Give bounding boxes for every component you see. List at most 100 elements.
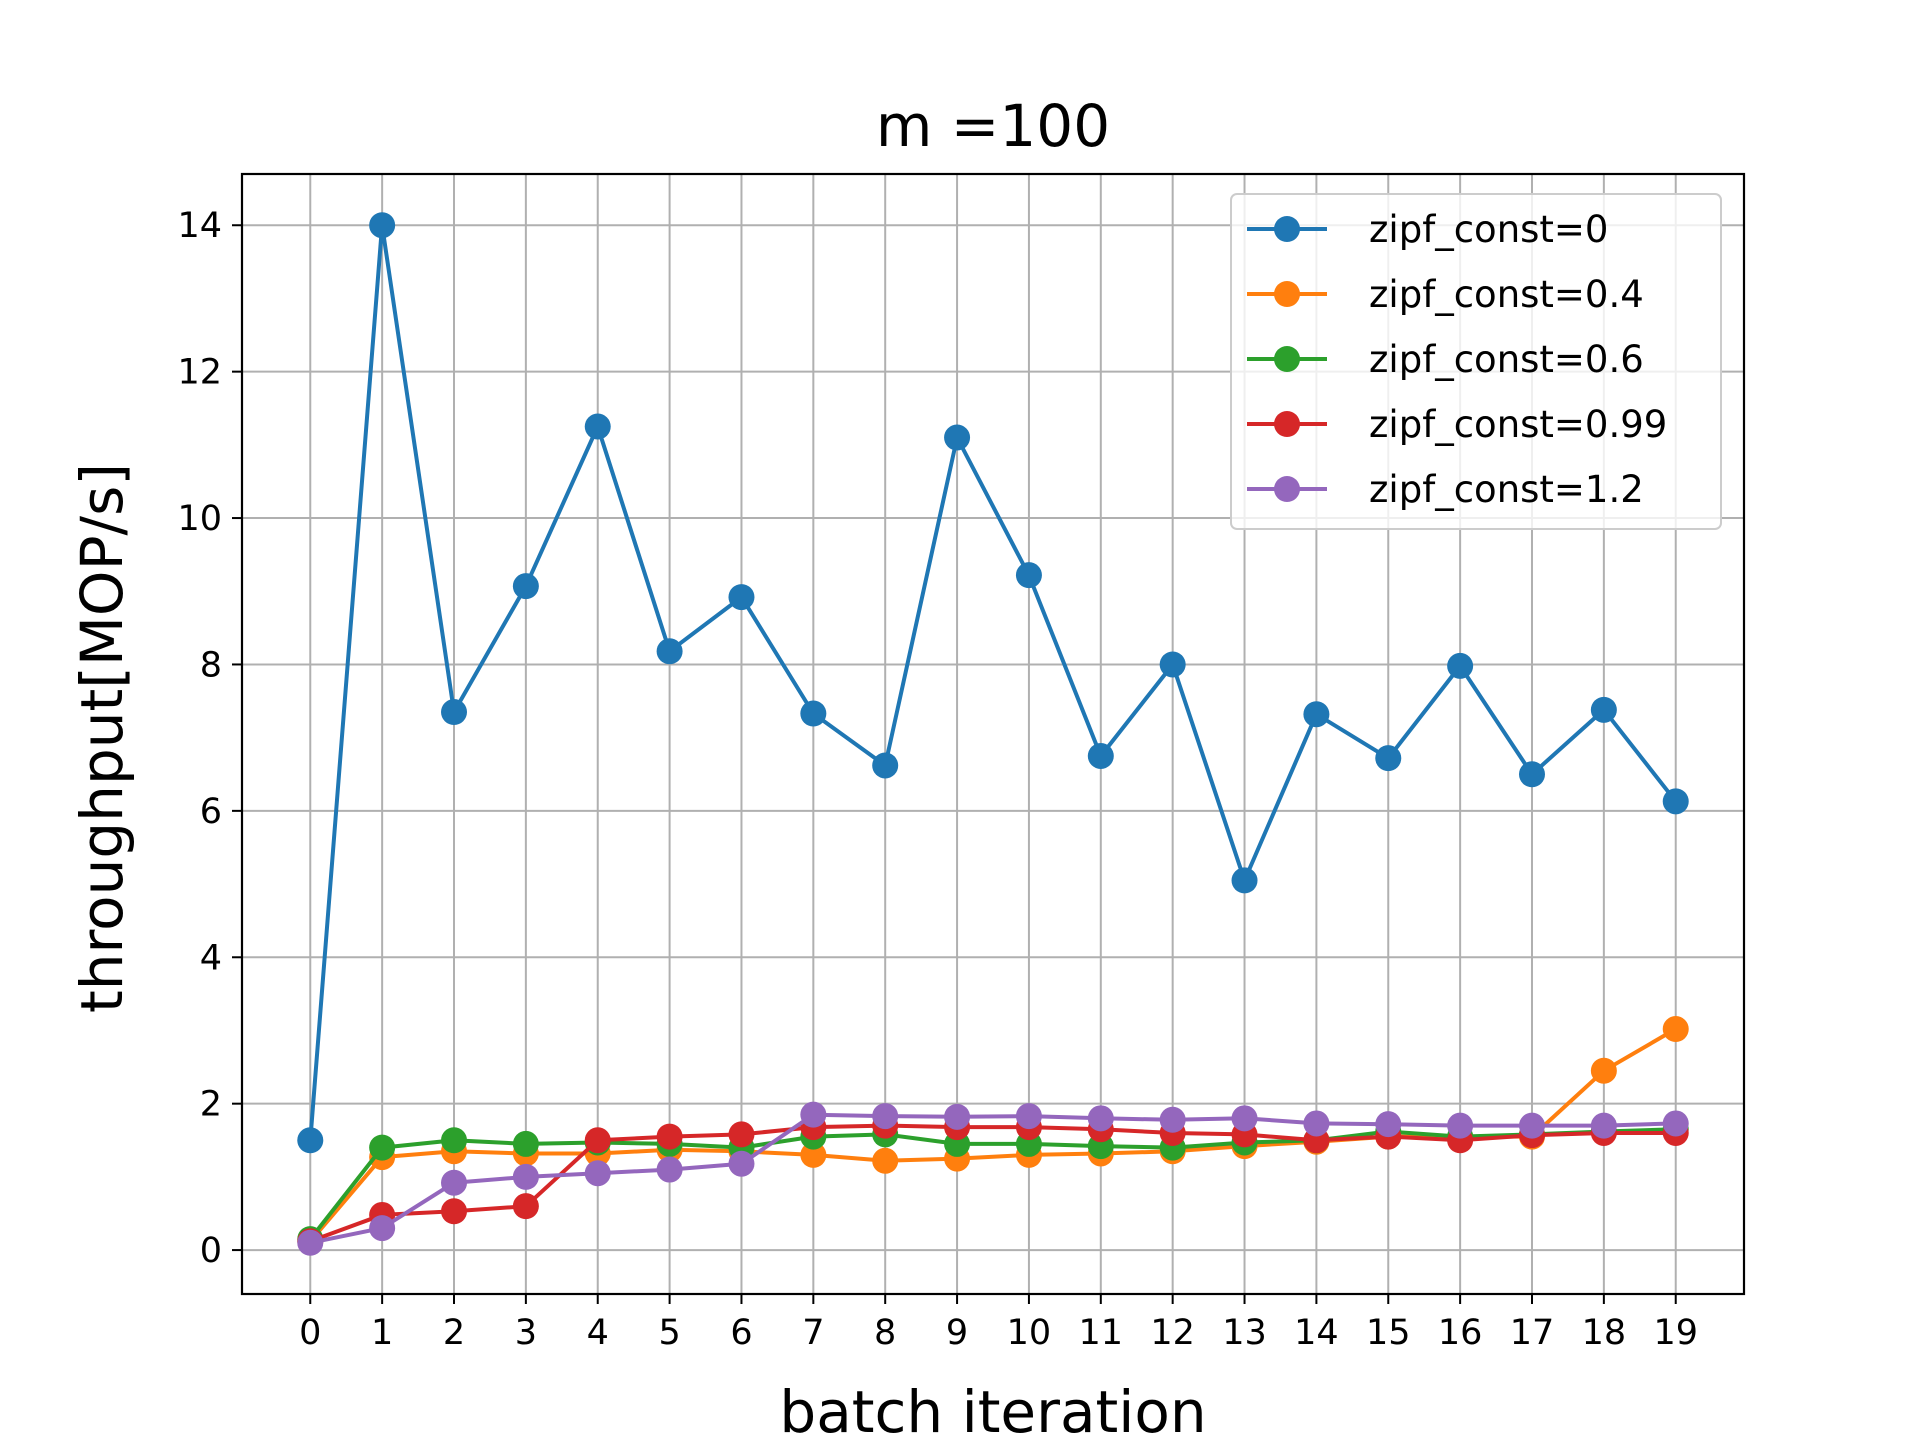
x-tick-label: 16 [1438, 1313, 1483, 1353]
x-tick-label: 7 [802, 1313, 824, 1353]
y-axis-label: throughput[MOP/s] [68, 463, 136, 1013]
y-axis: 0 2 4 6 8 10 12 14 [177, 206, 242, 1271]
legend-label: zipf_const=0.6 [1369, 338, 1644, 381]
data-point [1159, 1106, 1186, 1133]
data-point [1375, 1111, 1402, 1138]
x-tick-label: 12 [1150, 1313, 1195, 1353]
data-point [1375, 745, 1402, 772]
y-tick-label: 14 [177, 206, 222, 246]
data-point [800, 1141, 827, 1168]
y-tick-label: 8 [200, 645, 222, 685]
data-point [512, 1130, 539, 1157]
data-point [1518, 761, 1545, 788]
y-tick-label: 12 [177, 353, 222, 393]
y-tick-label: 4 [200, 938, 222, 978]
data-point [1303, 701, 1330, 728]
legend-item: zipf_const=1.2 [1247, 468, 1644, 511]
data-point [1662, 1110, 1689, 1137]
series-layer [297, 212, 1689, 1256]
data-point [728, 584, 755, 611]
data-point [656, 1123, 683, 1150]
data-point [1447, 1112, 1474, 1139]
data-point [297, 1127, 324, 1154]
data-point [1662, 788, 1689, 815]
x-tick-label: 3 [515, 1313, 537, 1353]
data-point [1662, 1016, 1689, 1043]
data-point [1087, 742, 1114, 769]
data-point [441, 1198, 468, 1225]
legend-marker [1274, 411, 1300, 437]
legend-label: zipf_const=0.99 [1369, 403, 1667, 446]
data-point [441, 1127, 468, 1154]
data-point [728, 1150, 755, 1177]
data-point [1590, 1057, 1617, 1084]
data-point [1231, 867, 1258, 894]
data-point [369, 1215, 396, 1242]
data-point [872, 752, 899, 779]
data-point [1015, 1103, 1042, 1130]
data-point [369, 212, 396, 239]
data-point [512, 1163, 539, 1190]
data-point [584, 1127, 611, 1154]
x-tick-label: 14 [1294, 1313, 1339, 1353]
x-tick-label: 2 [443, 1313, 465, 1353]
data-point [1447, 652, 1474, 679]
data-point [512, 1193, 539, 1220]
x-tick-label: 13 [1222, 1313, 1267, 1353]
data-point [872, 1103, 899, 1130]
legend-item: zipf_const=0 [1247, 208, 1608, 251]
data-point [728, 1121, 755, 1148]
legend-marker [1274, 476, 1300, 502]
data-point [1518, 1112, 1545, 1139]
legend-label: zipf_const=1.2 [1369, 468, 1644, 511]
y-tick-label: 2 [200, 1085, 222, 1125]
data-point [656, 638, 683, 665]
plot-frame [240, 172, 1746, 1296]
x-tick-label: 8 [874, 1313, 896, 1353]
data-point [512, 573, 539, 600]
legend-label: zipf_const=0 [1369, 208, 1608, 251]
data-point [1159, 651, 1186, 678]
legend-marker [1274, 216, 1300, 242]
data-point [441, 1169, 468, 1196]
series-2 [297, 1116, 1689, 1253]
data-point [1303, 1110, 1330, 1137]
data-point [584, 413, 611, 440]
data-point [584, 1160, 611, 1187]
data-point [1590, 1112, 1617, 1139]
data-point [872, 1147, 899, 1174]
x-tick-label: 10 [1007, 1313, 1052, 1353]
legend-label: zipf_const=0.4 [1369, 273, 1644, 316]
data-point [1087, 1105, 1114, 1132]
series-line [308, 223, 1678, 1141]
x-tick-label: 1 [371, 1313, 393, 1353]
data-point [944, 424, 971, 451]
data-point [800, 700, 827, 727]
legend-marker [1274, 346, 1300, 372]
data-point [297, 1229, 324, 1256]
chart-title: m =100 [876, 92, 1110, 160]
series-3 [297, 1112, 1689, 1255]
data-point [656, 1156, 683, 1183]
legend-box [1230, 193, 1722, 530]
x-tick-label: 5 [658, 1313, 680, 1353]
x-axis-label: batch iteration [779, 1378, 1206, 1440]
x-tick-label: 4 [587, 1313, 609, 1353]
x-axis: 0 1 2 3 4 5 6 7 8 9 10 11 12 13 14 15 16 17 18 19 [299, 1294, 1698, 1353]
x-tick-label: 17 [1510, 1313, 1555, 1353]
legend-marker [1274, 281, 1300, 307]
y-tick-label: 0 [200, 1231, 222, 1271]
data-point [1015, 562, 1042, 589]
legend: zipf_const=0 zipf_const=0.4 zipf_const=0.6… [1230, 193, 1722, 530]
series-4 [297, 1101, 1689, 1256]
x-tick-label: 18 [1582, 1313, 1627, 1353]
legend-item: zipf_const=0.99 [1247, 403, 1667, 446]
x-tick-label: 15 [1366, 1313, 1411, 1353]
legend-item: zipf_const=0.4 [1247, 273, 1644, 316]
data-point [369, 1134, 396, 1161]
data-point [944, 1103, 971, 1130]
data-point [1231, 1105, 1258, 1132]
x-tick-label: 9 [946, 1313, 968, 1353]
x-tick-label: 19 [1653, 1313, 1698, 1353]
